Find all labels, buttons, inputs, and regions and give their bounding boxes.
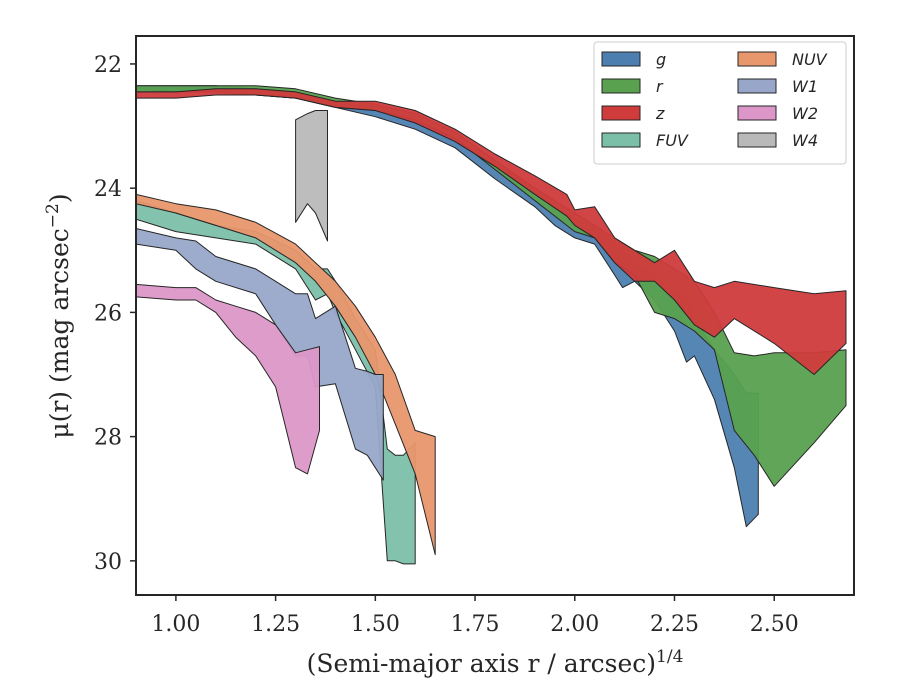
legend-label-nuv: NUV	[792, 50, 828, 69]
legend-swatch-w4	[737, 132, 777, 148]
y-tick-label: 26	[94, 301, 122, 326]
x-tick-label: 2.00	[550, 612, 599, 637]
y-axis-label: μ(r) (mag arcsec−2)	[43, 193, 74, 438]
legend-label-w1: W1	[792, 77, 818, 96]
y-tick-label: 30	[94, 550, 122, 575]
legend-box	[593, 41, 847, 165]
legend-swatch-w1	[737, 78, 777, 94]
legend-label-w4: W4	[792, 131, 818, 150]
band-w1	[136, 228, 384, 481]
x-tick-label: 1.25	[251, 612, 300, 637]
y-tick-label: 22	[94, 53, 122, 78]
x-tick-label: 1.50	[351, 612, 400, 637]
x-tick-label: 1.00	[151, 612, 200, 637]
legend-swatch-fuv	[601, 132, 641, 148]
legend-label-g: g	[656, 50, 666, 69]
legend-swatch-g	[601, 51, 641, 67]
legend-swatch-w2	[737, 105, 777, 121]
x-tick-label: 1.75	[451, 612, 500, 637]
x-tick-label: 2.25	[650, 612, 699, 637]
plot-frame	[135, 35, 855, 596]
legend-swatch-z	[601, 105, 641, 121]
band-z	[136, 88, 847, 375]
y-axis-label-text: μ(r) (mag arcsec	[45, 228, 74, 438]
legend-swatch-nuv	[737, 51, 777, 67]
band-w2	[136, 283, 320, 475]
legend-label-z: z	[655, 104, 665, 123]
series-bands	[136, 85, 847, 565]
x-axis-ticks: 1.00 1.25 1.50 1.75 2.00 2.25 2.50	[151, 595, 799, 637]
y-tick-label: 28	[94, 426, 122, 451]
legend-label-w2: W2	[792, 104, 818, 123]
legend-label-r: r	[656, 77, 664, 96]
legend-label-fuv: FUV	[656, 131, 689, 150]
legend-swatch-r	[601, 78, 641, 94]
y-axis-label-close: )	[45, 193, 74, 203]
x-tick-label: 2.50	[750, 612, 799, 637]
y-axis-ticks: 22 24 26 28 30	[94, 53, 136, 575]
band-w4	[295, 110, 328, 242]
x-axis-label-superscript: 1/4	[656, 647, 683, 667]
y-tick-label: 24	[94, 177, 122, 202]
x-axis-label-text: (Semi-major axis r / arcsec)	[307, 649, 656, 678]
y-axis-label-superscript: −2	[43, 203, 63, 228]
x-axis-label: (Semi-major axis r / arcsec)1/4	[307, 647, 684, 678]
legend: grz FUV NUV W1 W2 W4	[593, 41, 847, 165]
